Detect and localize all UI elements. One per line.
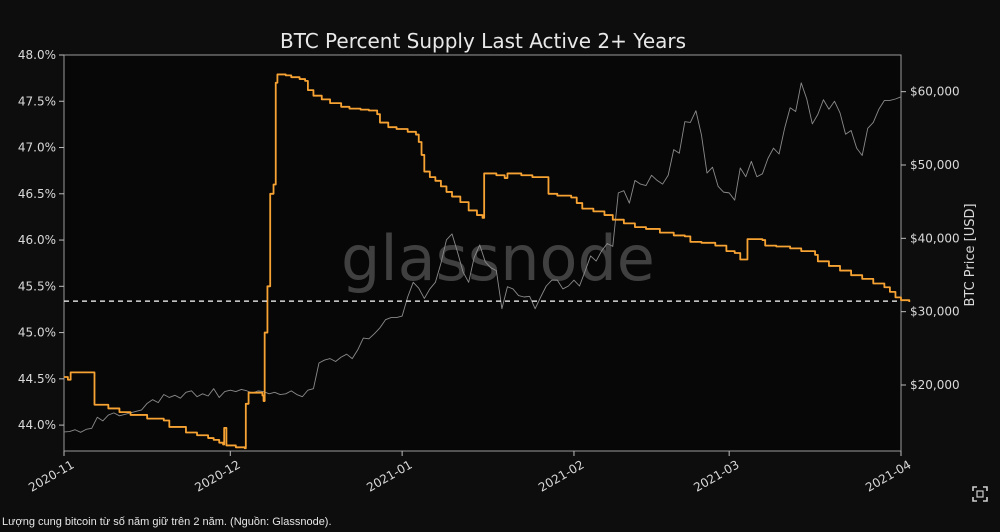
left-y-axis: 44.0% 44.5% 45.0% 45.5% 46.0% 46.5% 47.0% 47.5%… (18, 48, 64, 432)
x-axis: 2020-11 2020-12 2021-01 2021-02 2021-03 2021-… (26, 451, 914, 495)
right-y-tick-label: $50,000 (910, 158, 960, 172)
right-y-tick-label: $60,000 (910, 85, 960, 99)
right-y-tick-label: $20,000 (910, 378, 960, 392)
x-tick-label: 2020-11 (26, 457, 76, 494)
left-y-tick-label: 47.5% (18, 94, 56, 108)
left-y-tick-label: 48.0% (18, 48, 56, 62)
left-y-tick-label: 44.0% (18, 418, 56, 432)
fullscreen-button[interactable] (972, 486, 988, 502)
x-tick-label: 2021-03 (691, 457, 741, 494)
left-y-tick-label: 46.0% (18, 233, 56, 247)
right-y-tick-label: $40,000 (910, 231, 960, 245)
series-layer (63, 73, 911, 450)
left-y-tick-label: 45.0% (18, 326, 56, 340)
left-y-tick-label: 47.0% (18, 141, 56, 155)
supply-series-line (64, 73, 911, 450)
x-tick-label: 2021-04 (863, 457, 913, 494)
fullscreen-icon (972, 486, 988, 502)
chart-title: BTC Percent Supply Last Active 2+ Years (280, 29, 686, 53)
x-tick-label: 2021-02 (536, 457, 586, 494)
x-tick-label: 2021-01 (364, 457, 414, 494)
btc-price-series-line (63, 82, 902, 433)
x-tick-label: 2020-12 (192, 457, 242, 494)
caption: Lượng cung bitcoin từ số năm giữ trên 2 … (2, 516, 332, 528)
right-y-tick-label: $30,000 (910, 305, 960, 319)
right-y-axis: $20,000 $30,000 $40,000 $50,000 $60,000 (901, 85, 960, 392)
right-y-axis-label: BTC Price [USD] (963, 203, 978, 306)
left-y-tick-label: 46.5% (18, 187, 56, 201)
left-y-tick-label: 44.5% (18, 372, 56, 386)
left-y-tick-label: 45.5% (18, 279, 56, 293)
